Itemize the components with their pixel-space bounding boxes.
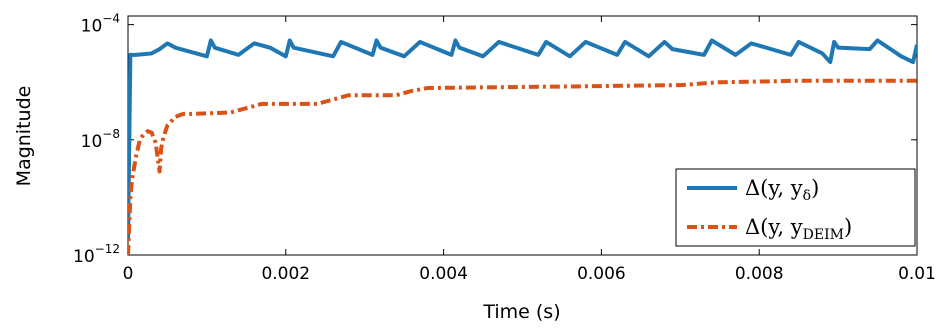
x-tick-label: 0 xyxy=(123,264,134,284)
x-tick-label: 0.01 xyxy=(898,264,936,284)
y-tick-labels: 10−12 10−8 10−4 xyxy=(73,12,120,267)
y-tick-label: 10−12 xyxy=(73,242,120,267)
series-line-2 xyxy=(128,78,917,255)
legend-box xyxy=(675,168,916,247)
legend-label-series-2: Δ(y, yDEIM) xyxy=(745,215,852,243)
x-tick-label: 0.006 xyxy=(577,264,626,284)
x-tick-label: 0.002 xyxy=(261,264,310,284)
y-tick-label: 10−4 xyxy=(81,12,120,37)
x-axis-title: Time (s) xyxy=(482,301,560,323)
x-tick-label: 0.008 xyxy=(735,264,784,284)
series-line-1 xyxy=(128,38,917,241)
y-axis-title: Magnitude xyxy=(13,86,35,187)
x-tick-label: 0.004 xyxy=(419,264,468,284)
x-tick-labels: 0 0.002 0.004 0.006 0.008 0.01 xyxy=(123,264,936,284)
legend-label-series-1: Δ(y, yδ) xyxy=(745,176,819,204)
y-tick-label: 10−8 xyxy=(81,127,120,152)
legend: Δ(y, yδ) Δ(y, yDEIM) xyxy=(675,168,916,247)
series-group xyxy=(128,38,917,255)
